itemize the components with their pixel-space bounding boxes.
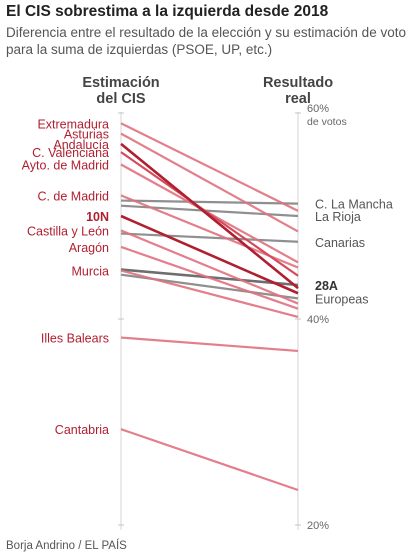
series-line bbox=[120, 336, 299, 353]
series-label: Andalucía bbox=[53, 138, 109, 152]
series-label: Aragón bbox=[69, 241, 109, 255]
series-line bbox=[120, 132, 299, 233]
series-line bbox=[120, 199, 299, 205]
series-label: Ayto. de Madrid bbox=[22, 159, 109, 173]
series-label: Murcia bbox=[71, 265, 109, 279]
series-line bbox=[120, 229, 299, 305]
series-line bbox=[120, 142, 299, 290]
right-header-line: real bbox=[285, 91, 311, 107]
y-tick-label: 60% bbox=[307, 103, 329, 115]
series-label: Castilla y León bbox=[27, 224, 109, 238]
left-header-line: Estimación bbox=[82, 75, 159, 91]
chart-title: El CIS sobrestima a la izquierda desde 2… bbox=[6, 3, 329, 20]
series-label: Canarias bbox=[315, 236, 365, 250]
series-line bbox=[120, 232, 299, 243]
series-label: La Rioja bbox=[315, 210, 361, 224]
y-tick-label: 20% bbox=[307, 520, 329, 532]
series-line bbox=[120, 245, 299, 310]
series-label: Cantabria bbox=[55, 423, 109, 437]
series-label: Extremadura bbox=[37, 117, 109, 131]
series-line bbox=[120, 214, 299, 295]
chart-subtitle: Diferencia entre el resultado de la elec… bbox=[6, 25, 406, 57]
series-label: 28A bbox=[315, 279, 338, 293]
chart-lines bbox=[120, 122, 299, 492]
source-credit: Borja Andrino / EL PAÍS bbox=[6, 540, 127, 552]
series-label: Europeas bbox=[315, 292, 369, 306]
left-header-line: del CIS bbox=[96, 91, 145, 107]
series-label: 10N bbox=[86, 210, 109, 224]
series-label: C. de Madrid bbox=[37, 189, 109, 203]
series-line bbox=[120, 428, 299, 492]
series-label: C. La Mancha bbox=[315, 198, 393, 212]
series-label: Illes Balears bbox=[41, 332, 109, 346]
series-label: Asturias bbox=[64, 128, 109, 142]
series-line bbox=[120, 269, 299, 319]
series-line bbox=[120, 122, 299, 212]
y-tick-sublabel: de votos bbox=[307, 116, 347, 128]
series-line bbox=[120, 151, 299, 277]
y-tick-label: 40% bbox=[307, 314, 329, 326]
series-label: C. Valenciana bbox=[32, 146, 109, 160]
right-header-line: Resultado bbox=[263, 75, 333, 91]
chart-axes bbox=[118, 112, 301, 530]
